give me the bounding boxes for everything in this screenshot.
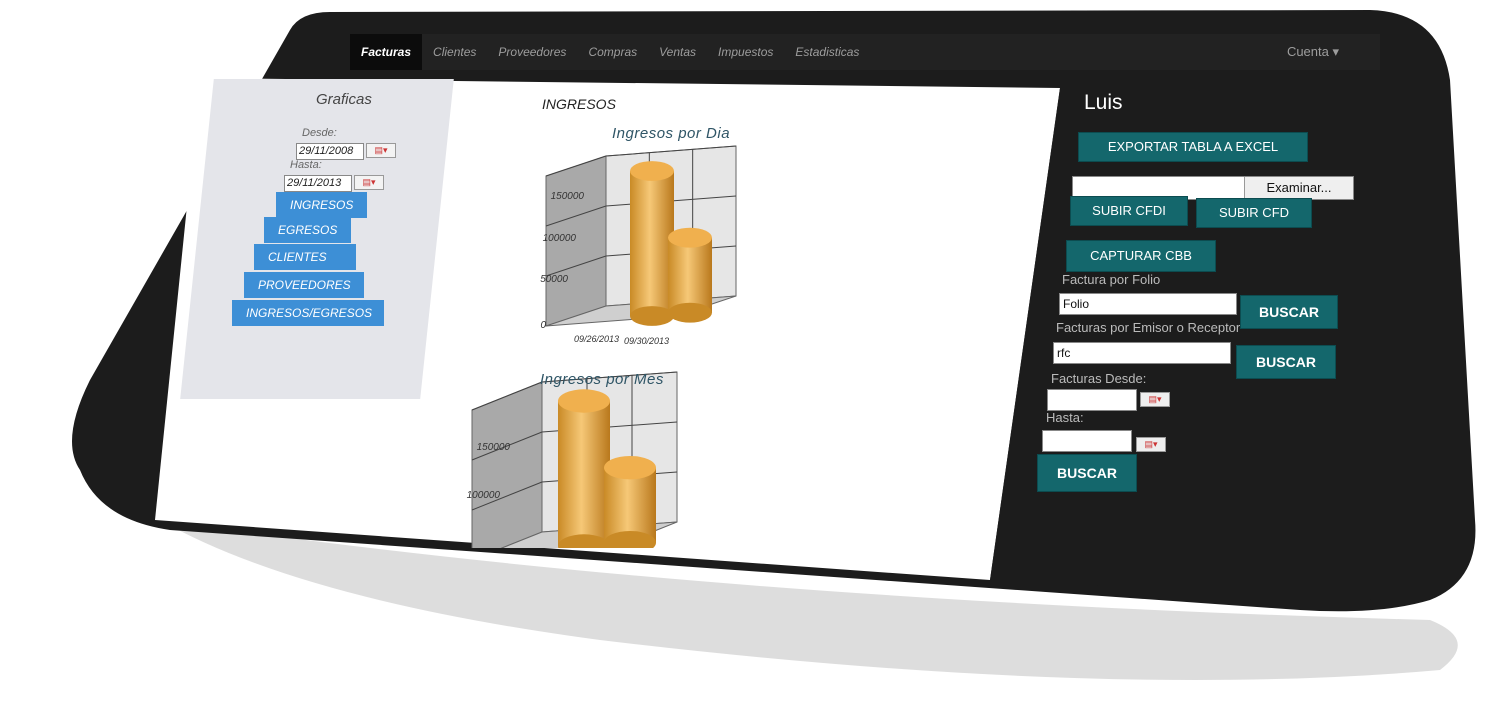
browse-button[interactable]: Examinar... (1244, 177, 1353, 199)
chart2-ytick: 100000 (466, 490, 500, 501)
chart2-plot (471, 371, 678, 548)
chart1-ytick: 0 (540, 320, 546, 331)
chart-gridline (545, 255, 607, 277)
chart-gridline (471, 431, 543, 461)
nav-estadisticas[interactable]: Estadisticas (795, 45, 860, 59)
chart2-ytick: 150000 (476, 442, 510, 453)
chart-gridline (605, 145, 737, 157)
desde-label-right: Facturas Desde: (1051, 371, 1147, 386)
account-dropdown[interactable]: Cuenta ▾ (1286, 44, 1339, 59)
calendar-icon[interactable]: ▤▾ (1136, 437, 1166, 452)
chart-gridline (545, 205, 607, 227)
hasta-label-right: Hasta: (1046, 410, 1084, 425)
nav-clientes[interactable]: Clientes (433, 45, 477, 59)
desde-label: Desde: (302, 127, 337, 139)
chart-gridline (471, 381, 543, 411)
calendar-icon[interactable]: ▤▾ (366, 143, 396, 158)
capturar-cbb-button[interactable]: CAPTURAR CBB (1066, 240, 1216, 272)
calendar-icon[interactable]: ▤▾ (1140, 392, 1170, 407)
chart-gridline (541, 371, 678, 383)
chart-bar (630, 161, 674, 326)
export-excel-button[interactable]: EXPORTAR TABLA A EXCEL (1078, 132, 1308, 162)
nav-ventas[interactable]: Ventas (659, 45, 697, 59)
chart1-xlabel: 09/30/2013 (624, 336, 670, 346)
left-title: Graficas (316, 91, 372, 108)
hasta-label: Hasta: (290, 159, 322, 171)
hasta-input-right[interactable] (1042, 430, 1132, 452)
chart-bar-top (668, 227, 712, 248)
chart-bar (558, 389, 610, 548)
chart-left-wall (471, 381, 543, 548)
user-name: Luis (1084, 91, 1123, 114)
chart1-ytick: 150000 (550, 191, 584, 202)
buscar-fecha-button[interactable]: BUSCAR (1037, 454, 1137, 492)
menu-egresos[interactable]: EGRESOS (264, 217, 352, 243)
chart-bar-body (558, 401, 610, 546)
buscar-rfc-button[interactable]: BUSCAR (1236, 345, 1336, 379)
desde-input-right[interactable] (1047, 389, 1137, 411)
folio-input[interactable]: Folio (1059, 293, 1237, 315)
desde-date-input[interactable]: 29/11/2008 (296, 143, 364, 160)
chart-bar-base (630, 306, 674, 326)
chart-bar-top (630, 161, 674, 181)
chart-bar-body (668, 237, 712, 313)
calendar-icon[interactable]: ▤▾ (354, 175, 384, 190)
folio-label: Factura por Folio (1062, 272, 1161, 287)
chart-bar (604, 455, 656, 548)
emisor-label: Facturas por Emisor o Receptor (1056, 320, 1241, 335)
chart-gridline (545, 155, 607, 177)
subir-cfd-button[interactable]: SUBIR CFD (1196, 198, 1312, 228)
chart-bar-base (604, 530, 656, 548)
nav-proveedores[interactable]: Proveedores (498, 45, 567, 59)
section-heading: INGRESOS (542, 96, 616, 112)
menu-clientes[interactable]: CLIENTES (254, 244, 356, 270)
chart1-plot (545, 145, 737, 327)
nav-impuestos[interactable]: Impuestos (718, 45, 774, 59)
chart1-ytick: 50000 (540, 274, 568, 285)
chart-bar-top (604, 455, 656, 480)
chart-bar-base (558, 534, 610, 548)
chart-gridline (471, 481, 543, 511)
buscar-folio-button[interactable]: BUSCAR (1240, 295, 1338, 329)
top-navbar: Facturas Clientes Proveedores Compras Ve… (350, 34, 1380, 70)
nav-facturas[interactable]: Facturas (350, 34, 423, 70)
menu-ingresos-egresos[interactable]: INGRESOS/EGRESOS (232, 300, 384, 326)
nav-compras[interactable]: Compras (588, 45, 638, 59)
chart-bar (668, 227, 712, 323)
chart2-title: Ingresos por Mes (540, 371, 664, 388)
subir-cfdi-button[interactable]: SUBIR CFDI (1070, 196, 1188, 226)
chart1-xlabel: 09/26/2013 (574, 334, 620, 344)
chart-bar-top (558, 389, 610, 413)
rfc-input[interactable]: rfc (1053, 342, 1231, 364)
chart-bar-body (604, 467, 656, 543)
chart-bar-body (630, 171, 674, 316)
menu-ingresos[interactable]: INGRESOS (276, 192, 368, 218)
hasta-date-input[interactable]: 29/11/2013 (284, 175, 352, 192)
chart1-ytick: 100000 (542, 233, 576, 244)
chart-bar-base (668, 302, 712, 323)
menu-proveedores[interactable]: PROVEEDORES (244, 272, 364, 298)
chart1-title: Ingresos por Dia (612, 125, 731, 142)
